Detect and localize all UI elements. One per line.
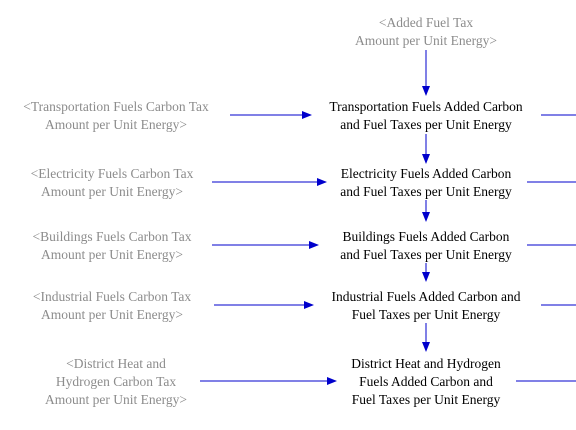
buildings-carbon-tax-label[interactable]: <Buildings Fuels Carbon Tax Amount per U… [32, 229, 192, 262]
buildings-total-taxes-variable[interactable]: Buildings Fuels Added Carbon and Fuel Ta… [340, 229, 512, 262]
transport-total-taxes-variable[interactable]: Transportation Fuels Added Carbon and Fu… [329, 99, 523, 132]
district-total-taxes-variable[interactable]: District Heat and Hydrogen Fuels Added C… [351, 356, 501, 407]
electricity-total-taxes-variable[interactable]: Electricity Fuels Added Carbon and Fuel … [340, 166, 512, 199]
industrial-total-taxes-variable[interactable]: Industrial Fuels Added Carbon and Fuel T… [331, 289, 521, 322]
electricity-carbon-tax-label[interactable]: <Electricity Fuels Carbon Tax Amount per… [30, 166, 194, 199]
added-fuel-tax-label[interactable]: <Added Fuel Tax Amount per Unit Energy> [355, 15, 497, 48]
industrial-carbon-tax-label[interactable]: <Industrial Fuels Carbon Tax Amount per … [32, 289, 192, 322]
transport-carbon-tax-label[interactable]: <Transportation Fuels Carbon Tax Amount … [23, 99, 209, 132]
district-carbon-tax-label[interactable]: <District Heat and Hydrogen Carbon Tax A… [45, 356, 187, 407]
